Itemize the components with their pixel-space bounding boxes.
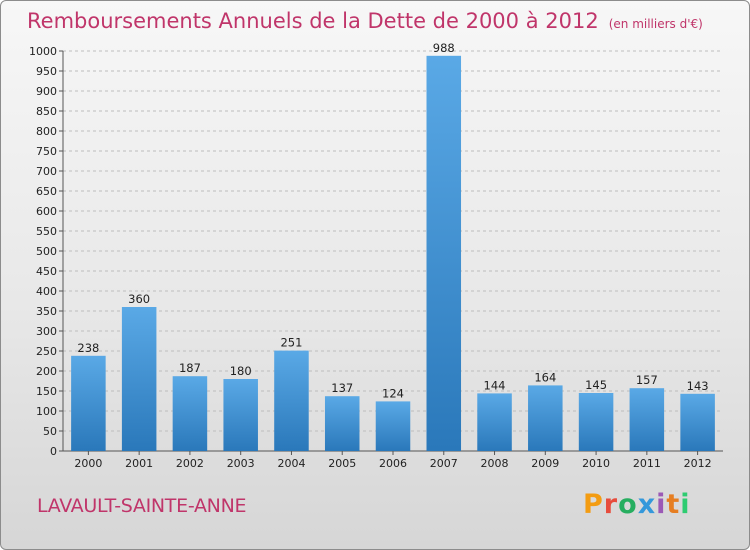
value-label-2005: 137 xyxy=(331,381,353,395)
y-tick-label: 450 xyxy=(36,265,57,278)
location-name: LAVAULT-SAINTE-ANNE xyxy=(37,495,247,517)
chart-title-text: Remboursements Annuels de la Dette de 20… xyxy=(27,9,599,33)
logo-letter: t xyxy=(666,489,681,520)
bar-2006 xyxy=(375,401,411,451)
bar-2009 xyxy=(528,385,563,451)
x-tick-label-2000: 2000 xyxy=(74,457,102,470)
value-label-2009: 164 xyxy=(534,370,556,384)
x-tick-label-2011: 2011 xyxy=(633,457,661,470)
y-tick-label: 150 xyxy=(36,385,57,398)
value-label-2003: 180 xyxy=(230,364,252,378)
x-tick-label-2008: 2008 xyxy=(481,457,509,470)
value-label-2007: 988 xyxy=(433,41,455,55)
y-tick-label: 1000 xyxy=(29,45,57,58)
x-tick-label-2006: 2006 xyxy=(379,457,407,470)
value-label-2010: 145 xyxy=(585,378,607,392)
logo-letter: o xyxy=(618,489,638,520)
logo-letter: P xyxy=(583,489,604,520)
y-tick-label: 750 xyxy=(36,145,57,158)
labels: 0 50 100 150 200 250 300 350 400 450 500 550 600 650 7… xyxy=(29,41,712,470)
y-tick-label: 500 xyxy=(36,245,57,258)
chart-title: Remboursements Annuels de la Dette de 20… xyxy=(27,9,703,33)
x-tick-label-2004: 2004 xyxy=(277,457,305,470)
y-tick-label: 400 xyxy=(36,285,57,298)
value-label-2004: 251 xyxy=(280,336,302,350)
bar-2005 xyxy=(324,396,360,451)
bars xyxy=(71,55,715,452)
value-label-2001: 360 xyxy=(128,292,150,306)
logo-letter: r xyxy=(603,489,619,520)
proxiti-logo: Proxiti xyxy=(583,489,691,520)
y-tick-label: 950 xyxy=(36,65,57,78)
x-tick-label-2012: 2012 xyxy=(684,457,712,470)
bar-2011 xyxy=(629,388,665,451)
value-label-2008: 144 xyxy=(484,378,506,392)
chart-subtitle: (en milliers d'€) xyxy=(608,17,703,31)
bar-2002 xyxy=(172,376,208,451)
value-label-2002: 187 xyxy=(179,361,201,375)
value-label-2006: 124 xyxy=(382,386,404,400)
x-tick-label-2010: 2010 xyxy=(582,457,610,470)
y-tick-label: 350 xyxy=(36,305,57,318)
y-tick-label: 550 xyxy=(36,225,57,238)
x-tick-label-2007: 2007 xyxy=(430,457,458,470)
y-tick-label: 100 xyxy=(36,405,57,418)
y-tick-label: 800 xyxy=(36,125,57,138)
y-tick-label: 300 xyxy=(36,325,57,338)
logo-letter: i xyxy=(680,489,691,520)
bar-2004 xyxy=(274,350,309,451)
x-tick-label-2005: 2005 xyxy=(328,457,356,470)
x-tick-label-2003: 2003 xyxy=(227,457,255,470)
y-tick-label: 650 xyxy=(36,185,57,198)
y-tick-label: 50 xyxy=(43,425,57,438)
bar-2007 xyxy=(426,55,462,452)
bar-2001 xyxy=(121,307,157,451)
y-tick-label: 900 xyxy=(36,85,57,98)
value-label-2012: 143 xyxy=(687,379,709,393)
y-tick-label: 250 xyxy=(36,345,57,358)
bar-2003 xyxy=(223,379,258,451)
grid-lines xyxy=(63,50,723,432)
value-label-2000: 238 xyxy=(77,341,99,355)
value-label-2011: 157 xyxy=(636,373,658,387)
y-tick-label: 600 xyxy=(36,205,57,218)
y-tick-label: 0 xyxy=(50,445,57,458)
bar-2012 xyxy=(680,393,715,451)
bar-2000 xyxy=(71,355,106,451)
y-tick-label: 200 xyxy=(36,365,57,378)
y-tick-label: 700 xyxy=(36,165,57,178)
bar-2010 xyxy=(578,393,614,451)
bar-2008 xyxy=(477,393,512,451)
y-tick-label: 850 xyxy=(36,105,57,118)
logo-letter: i xyxy=(656,489,667,520)
logo-letter: x xyxy=(637,489,657,520)
x-tick-label-2001: 2001 xyxy=(125,457,153,470)
x-tick-label-2009: 2009 xyxy=(531,457,559,470)
x-tick-label-2002: 2002 xyxy=(176,457,204,470)
